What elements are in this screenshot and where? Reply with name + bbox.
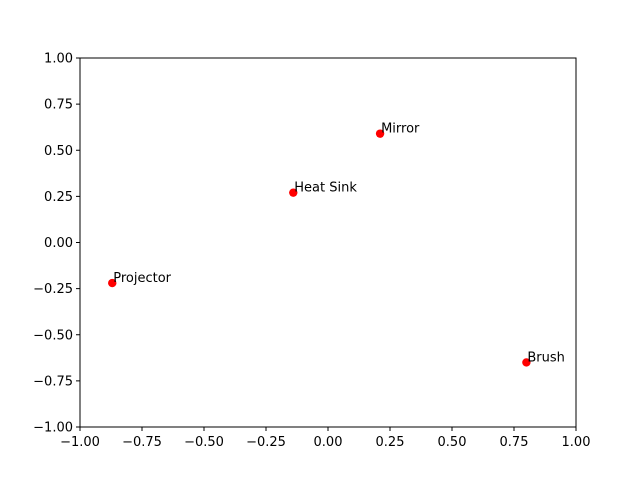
y-tick-label: 1.00: [44, 52, 73, 67]
y-tick-label: −0.75: [33, 374, 73, 389]
data-point: [289, 188, 298, 197]
plot-frame: [79, 57, 577, 428]
data-point: [375, 129, 385, 138]
y-tick-label: 0.25: [44, 190, 73, 205]
data-point: [108, 278, 117, 288]
x-tick-label: −0.25: [246, 435, 286, 450]
point-label: Heat Sink: [294, 181, 357, 196]
x-tick-label: 0.00: [314, 435, 343, 450]
plot-area: [80, 58, 576, 427]
y-tick-label: −1.00: [33, 421, 73, 436]
y-tick-label: 0.50: [44, 144, 73, 159]
y-axis: 1.00 0.75 0.50 0.25 0.00 −0.25 −0.50 −0.75 −1.00: [33, 52, 80, 436]
x-axis: −1.00 −0.75 −0.50 −0.25 0.00 0.25 0.50 0.75 1.00: [60, 427, 590, 450]
x-tick-label: 1.00: [562, 435, 591, 450]
points-layer: Mirror Heat Sink Projector Brush: [108, 122, 565, 367]
x-tick-label: 0.50: [438, 435, 467, 450]
x-tick-label: 0.75: [500, 435, 529, 450]
y-tick-label: 0.75: [44, 98, 73, 113]
x-tick-label: −0.75: [122, 435, 162, 450]
x-tick-label: 0.25: [376, 435, 405, 450]
y-tick-label: 0.00: [44, 236, 73, 251]
point-label: Mirror: [381, 122, 420, 137]
x-tick-label: −1.00: [60, 435, 100, 450]
point-label: Projector: [113, 271, 171, 286]
data-point: [522, 358, 531, 367]
y-tick-label: −0.50: [33, 328, 73, 343]
x-tick-label: −0.50: [184, 435, 224, 450]
y-tick-label: −0.25: [33, 282, 73, 297]
point-label: Brush: [527, 350, 565, 365]
